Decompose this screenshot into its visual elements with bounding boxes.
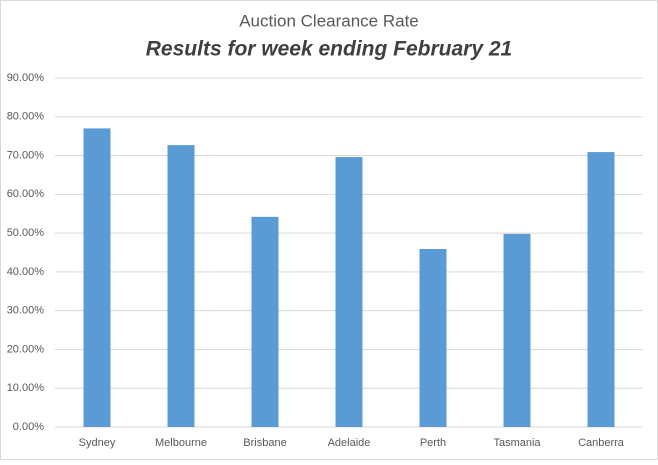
x-tick-label: Tasmania bbox=[493, 437, 541, 449]
y-tick-label: 80.00% bbox=[7, 111, 45, 123]
bar bbox=[167, 145, 195, 427]
bar bbox=[419, 249, 447, 427]
bar bbox=[335, 157, 363, 427]
y-tick-label: 30.00% bbox=[7, 305, 45, 317]
y-tick-label: 90.00% bbox=[7, 72, 45, 84]
x-tick-label: Melbourne bbox=[155, 437, 207, 449]
x-tick-label: Brisbane bbox=[243, 437, 286, 449]
y-tick-label: 50.00% bbox=[7, 227, 45, 239]
bar bbox=[503, 233, 531, 427]
y-tick-label: 20.00% bbox=[7, 343, 45, 355]
bar bbox=[587, 152, 615, 427]
y-tick-label: 0.00% bbox=[13, 421, 44, 433]
chart-title: Auction Clearance Rate bbox=[239, 11, 419, 30]
y-tick-label: 40.00% bbox=[7, 266, 45, 278]
y-tick-label: 60.00% bbox=[7, 188, 45, 200]
y-tick-label: 70.00% bbox=[7, 149, 45, 161]
x-tick-label: Perth bbox=[420, 437, 446, 449]
x-tick-label: Adelaide bbox=[328, 437, 371, 449]
bar bbox=[83, 128, 111, 427]
x-tick-label: Canberra bbox=[578, 437, 625, 449]
y-tick-label: 10.00% bbox=[7, 382, 45, 394]
bar bbox=[251, 216, 279, 427]
x-tick-label: Sydney bbox=[79, 437, 116, 449]
chart-subtitle: Results for week ending February 21 bbox=[146, 38, 512, 61]
